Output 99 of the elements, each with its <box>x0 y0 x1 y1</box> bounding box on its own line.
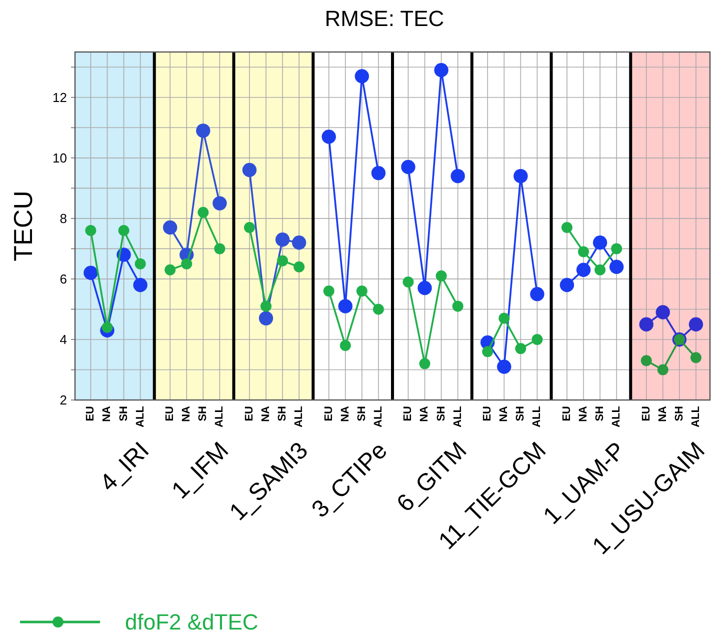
x-tick-label: NA <box>656 406 669 422</box>
point <box>450 168 465 184</box>
point <box>84 266 98 280</box>
point <box>515 343 526 354</box>
point <box>134 258 146 270</box>
point <box>354 69 370 84</box>
point <box>102 322 113 333</box>
x-tick-label: ALL <box>372 406 384 428</box>
point <box>212 196 227 210</box>
x-tick-label: ALL <box>134 406 146 428</box>
point <box>592 236 608 250</box>
point <box>576 262 591 277</box>
point <box>372 304 384 315</box>
x-tick-label: EU <box>640 406 652 422</box>
x-tick-label: NA <box>418 406 431 422</box>
y-tick-label: 2 <box>60 392 67 408</box>
point <box>133 278 148 292</box>
x-tick-label: NA <box>577 406 590 422</box>
point <box>609 260 624 274</box>
point <box>418 280 432 296</box>
point <box>275 232 290 247</box>
x-tick-label: NA <box>339 406 352 422</box>
y-tick-label: 12 <box>52 90 67 105</box>
x-tick-label: ALL <box>690 406 702 428</box>
point <box>323 286 334 297</box>
x-tick-label: NA <box>498 406 510 422</box>
point <box>85 225 96 236</box>
x-tick-label: ALL <box>610 406 623 428</box>
point <box>657 364 668 376</box>
x-tick-label: SH <box>197 406 210 422</box>
y-tick-label: 8 <box>60 210 67 226</box>
point <box>640 355 652 366</box>
point <box>690 352 702 364</box>
point <box>294 261 305 272</box>
point <box>594 264 606 276</box>
point <box>198 206 209 218</box>
point <box>356 286 368 297</box>
point <box>242 162 257 178</box>
point <box>497 360 512 374</box>
legend-label: dfoF2 &dTEC <box>125 610 258 634</box>
point <box>322 130 336 144</box>
point <box>452 300 464 312</box>
point <box>436 270 447 282</box>
x-tick-label: EU <box>560 406 573 422</box>
point <box>371 166 386 180</box>
point <box>340 340 351 352</box>
point <box>482 346 494 358</box>
x-tick-label: EU <box>482 406 494 422</box>
point <box>419 358 430 370</box>
point <box>688 317 704 332</box>
x-tick-label: EU <box>164 406 176 422</box>
x-tick-label: NA <box>180 406 193 422</box>
y-tick-label: 4 <box>60 332 67 347</box>
point <box>498 312 510 324</box>
x-tick-label: SH <box>356 406 368 422</box>
point <box>258 311 274 326</box>
point <box>561 222 572 234</box>
point <box>196 124 210 138</box>
point <box>164 264 176 276</box>
point <box>656 305 670 320</box>
x-tick-label: EU <box>84 406 97 422</box>
x-tick-label: SH <box>118 406 130 422</box>
x-tick-label: EU <box>402 406 414 422</box>
point <box>560 278 574 292</box>
point <box>338 299 352 314</box>
x-tick-label: EU <box>243 406 256 422</box>
point <box>402 276 414 288</box>
point <box>514 168 528 184</box>
point <box>162 220 178 235</box>
x-tick-label: ALL <box>452 406 464 428</box>
x-tick-label: ALL <box>293 406 306 428</box>
y-tick-label: 6 <box>60 271 67 286</box>
point <box>181 258 192 270</box>
point <box>214 243 226 254</box>
point <box>277 255 288 266</box>
point <box>260 300 272 312</box>
x-tick-label: SH <box>673 406 686 422</box>
point <box>532 334 543 345</box>
x-tick-label: ALL <box>531 406 544 428</box>
point <box>292 236 306 250</box>
y-axis-title: TECU <box>8 190 38 262</box>
x-tick-label: SH <box>594 406 606 422</box>
point <box>530 286 544 302</box>
y-tick-label: 10 <box>52 150 67 166</box>
x-tick-label: NA <box>260 406 272 422</box>
x-tick-label: SH <box>435 406 448 422</box>
x-tick-label: NA <box>101 406 114 422</box>
point <box>244 222 255 234</box>
x-tick-label: SH <box>276 406 289 422</box>
x-tick-label: SH <box>514 406 527 422</box>
point <box>578 246 589 258</box>
x-tick-label: ALL <box>214 406 226 428</box>
chart-title: RMSE: TEC <box>324 6 444 31</box>
point <box>118 225 130 236</box>
point <box>434 63 448 78</box>
point <box>611 243 622 254</box>
point <box>639 317 654 332</box>
point <box>401 160 416 174</box>
x-tick-label: EU <box>322 406 335 422</box>
